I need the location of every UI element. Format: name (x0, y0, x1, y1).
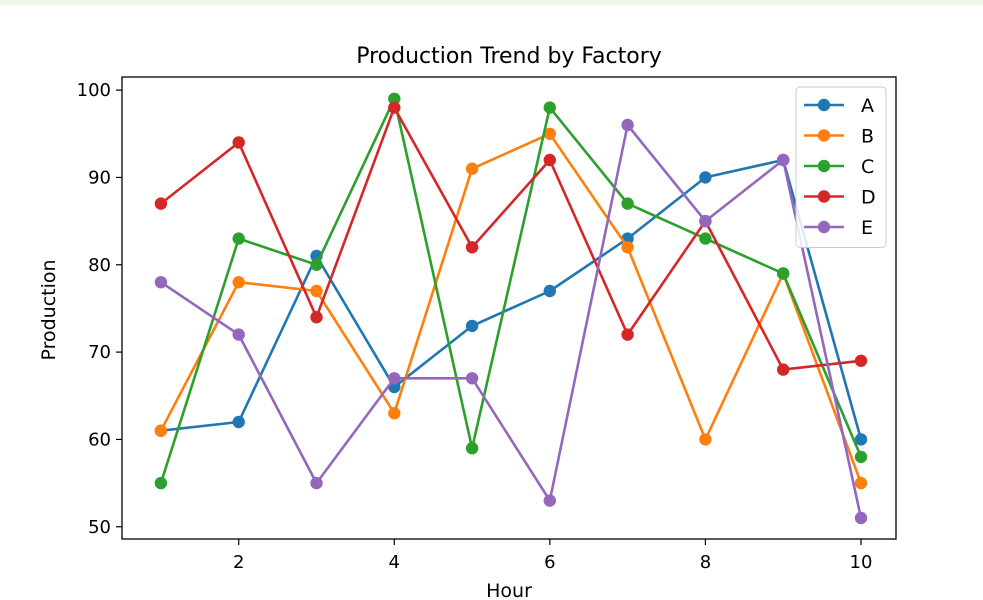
x-tick-label-4: 4 (389, 552, 400, 573)
data-point-B-1 (154, 424, 168, 437)
data-point-D-2 (232, 136, 245, 149)
data-point-E-8 (699, 214, 712, 228)
data-point-E-7 (621, 118, 634, 132)
legend-label-B: B (861, 126, 874, 148)
y-tick-label-50: 50 (88, 517, 111, 538)
data-point-B-3 (310, 284, 323, 298)
data-point-E-6 (543, 494, 556, 507)
data-point-E-10 (854, 511, 868, 525)
axes-frame (121, 76, 897, 540)
legend-label-C: C (861, 156, 874, 178)
series-line-D (160, 106, 862, 371)
data-point-A-6 (543, 284, 556, 298)
data-point-A-5 (465, 319, 479, 333)
legend-marker-D (817, 190, 831, 203)
data-point-D-3 (310, 311, 323, 324)
data-point-E-5 (465, 372, 479, 385)
x-tick-label-8: 8 (700, 552, 711, 573)
data-point-A-8 (699, 171, 712, 184)
x-tick-label-10: 10 (850, 552, 873, 573)
data-point-C-2 (232, 232, 245, 245)
data-point-C-1 (154, 476, 168, 490)
series-line-B (159, 132, 863, 484)
y-tick-label-60: 60 (88, 429, 111, 450)
legend-marker-B (817, 129, 831, 142)
chart-title: Production Trend by Factory (356, 44, 662, 69)
legend-marker-E (817, 220, 831, 234)
data-point-C-8 (699, 232, 712, 245)
data-point-D-5 (465, 241, 479, 254)
x-tick-label-2: 2 (233, 552, 244, 573)
data-point-E-9 (777, 153, 790, 167)
data-point-C-4 (388, 92, 401, 106)
data-point-B-6 (543, 127, 556, 140)
data-point-B-4 (388, 407, 401, 420)
data-point-D-6 (543, 153, 556, 167)
legend-label-A: A (861, 95, 874, 117)
x-axis-label: Hour (486, 580, 532, 600)
data-point-D-7 (621, 328, 634, 341)
series-line-C (159, 97, 863, 484)
data-point-C-10 (854, 450, 868, 464)
data-point-A-2 (232, 415, 245, 429)
y-tick-label-100: 100 (77, 80, 111, 101)
plot-area: 2 4 6 8 10 50 60 70 80 90 100 (77, 76, 897, 573)
y-tick-label-70: 70 (88, 342, 111, 363)
series-line-E (160, 123, 863, 519)
legend-marker-A (817, 98, 831, 112)
data-point-D-10 (854, 354, 868, 367)
data-point-B-5 (465, 162, 479, 175)
y-tick-label-90: 90 (88, 167, 111, 188)
data-point-E-4 (388, 372, 401, 385)
data-point-D-9 (777, 363, 790, 376)
data-point-E-2 (232, 328, 245, 341)
data-point-E-1 (154, 276, 168, 289)
series-line-A (160, 158, 863, 440)
data-point-C-3 (310, 258, 323, 271)
data-point-D-1 (154, 197, 168, 210)
data-point-C-6 (543, 101, 556, 114)
legend-marker-C (817, 159, 831, 173)
data-point-A-10 (854, 433, 868, 446)
data-point-E-3 (310, 476, 323, 490)
y-tick-label-80: 80 (88, 255, 111, 276)
data-point-C-5 (465, 442, 479, 455)
data-point-B-7 (621, 241, 634, 254)
data-point-C-9 (777, 267, 790, 280)
data-point-C-7 (621, 197, 634, 210)
data-point-B-10 (854, 476, 868, 490)
data-point-D-4 (388, 101, 401, 114)
x-tick-label-6: 6 (544, 552, 555, 573)
y-axis-label: Production (38, 259, 60, 360)
data-point-B-2 (232, 276, 245, 289)
legend-label-D: D (861, 187, 876, 209)
data-point-B-8 (699, 433, 712, 446)
legend-label-E: E (861, 217, 873, 239)
top-strip (0, 0, 983, 5)
